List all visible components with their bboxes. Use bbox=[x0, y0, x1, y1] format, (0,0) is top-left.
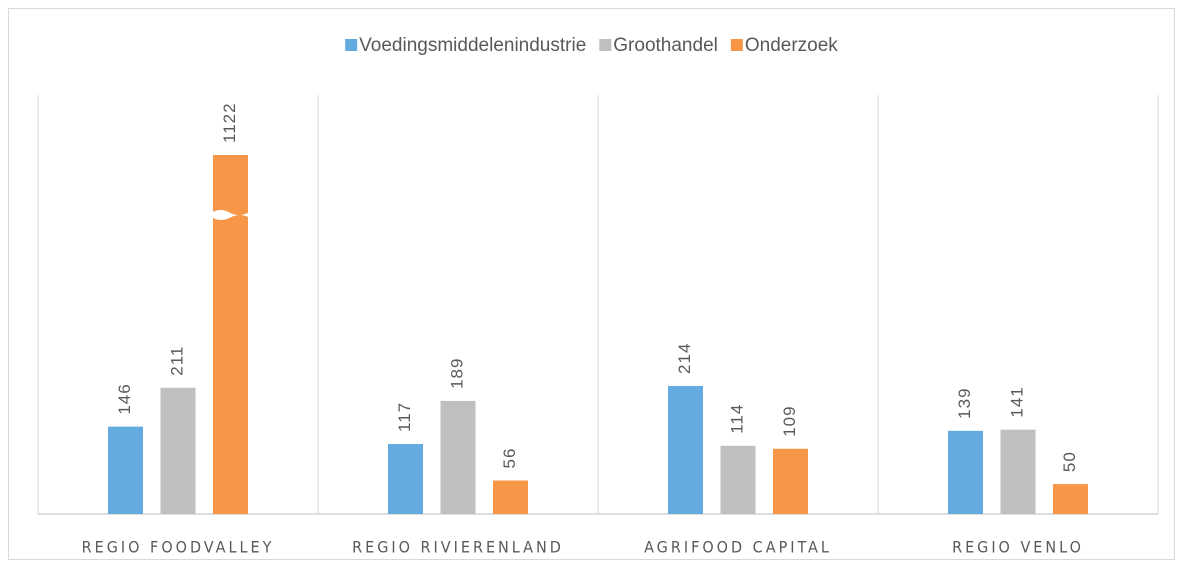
bar bbox=[388, 443, 423, 514]
bar bbox=[160, 387, 196, 514]
bar bbox=[213, 155, 248, 514]
data-label: 141 bbox=[1007, 386, 1026, 417]
bar bbox=[493, 480, 528, 514]
data-label: 114 bbox=[727, 404, 746, 434]
x-tick-label: REGIO VENLO bbox=[952, 538, 1084, 557]
bar bbox=[1053, 484, 1088, 514]
legend-label: Voedingsmiddelenindustrie bbox=[359, 35, 586, 56]
bar bbox=[1000, 429, 1036, 514]
bar bbox=[720, 445, 756, 514]
legend-swatch bbox=[599, 39, 612, 51]
x-tick-label: REGIO FOODVALLEY bbox=[82, 538, 275, 557]
data-label: 117 bbox=[395, 402, 414, 432]
bar bbox=[108, 426, 143, 514]
x-tick-label: AGRIFOOD CAPITAL bbox=[644, 538, 832, 557]
data-label: 1122 bbox=[220, 102, 239, 143]
bar bbox=[948, 430, 983, 514]
x-tick-label: REGIO RIVIERENLAND bbox=[352, 538, 564, 557]
data-label: 214 bbox=[675, 343, 694, 374]
data-label: 189 bbox=[447, 358, 466, 389]
data-label: 109 bbox=[780, 405, 799, 436]
legend-swatch bbox=[345, 39, 358, 51]
data-label: 146 bbox=[115, 383, 134, 414]
legend-label: Groothandel bbox=[613, 35, 718, 56]
axis-break bbox=[212, 209, 249, 220]
bar bbox=[773, 448, 808, 514]
legend-swatch bbox=[730, 39, 743, 51]
data-label: 211 bbox=[167, 346, 186, 376]
data-label: 50 bbox=[1060, 451, 1079, 472]
bar bbox=[440, 400, 476, 514]
data-label: 139 bbox=[955, 387, 974, 418]
bar bbox=[668, 385, 703, 514]
data-label: 56 bbox=[500, 448, 519, 469]
legend-label: Onderzoek bbox=[745, 35, 838, 56]
